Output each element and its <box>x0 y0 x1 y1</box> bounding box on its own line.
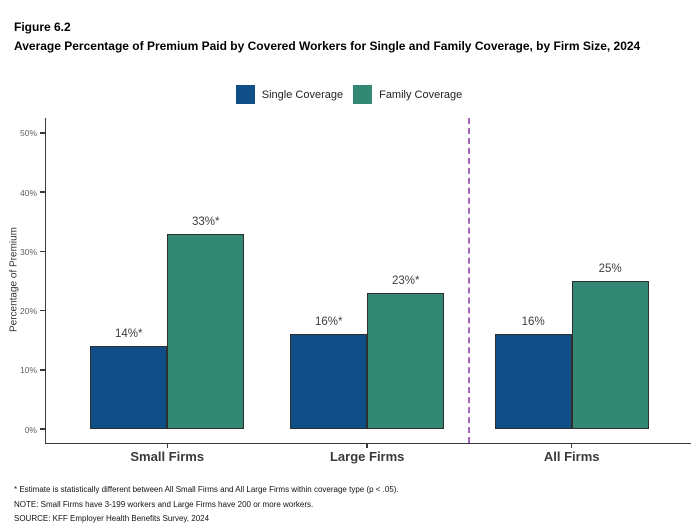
y-tick-label: 50% <box>19 128 37 139</box>
y-tick-label: 30% <box>19 246 37 257</box>
bar-all-firms-family-coverage <box>571 280 649 429</box>
legend-label: Single Coverage <box>261 88 344 101</box>
firm-size-separator-line <box>468 118 471 443</box>
legend-label: Family Coverage <box>379 88 463 101</box>
y-tick-mark <box>40 309 45 312</box>
bar-all-firms-single-coverage <box>494 334 572 429</box>
y-tick-mark <box>40 191 45 193</box>
bar-value-label: 23%* <box>391 274 420 287</box>
x-category-label-large-firms: Large Firms <box>329 449 405 464</box>
y-tick-label: 20% <box>19 306 37 317</box>
bar-small-firms-family-coverage <box>167 233 245 429</box>
bar-value-label: 33%* <box>192 215 220 228</box>
bar-large-firms-family-coverage <box>367 292 445 429</box>
figure-title: Average Percentage of Premium Paid by Co… <box>14 39 641 53</box>
x-tick-mark <box>166 443 168 448</box>
legend-item: Family Coverage <box>353 85 462 104</box>
y-tick-label: 10% <box>19 365 37 376</box>
x-tick-mark <box>570 443 573 448</box>
y-tick-mark <box>40 428 45 430</box>
footnote-line: NOTE: Small Firms have 3-199 workers and… <box>14 499 314 509</box>
bar-large-firms-single-coverage <box>290 334 368 429</box>
y-tick-mark <box>40 369 45 371</box>
x-category-label-all-firms: All Firms <box>543 449 600 464</box>
footnotes: * Estimate is statistically different be… <box>14 483 399 525</box>
figure-number: Figure 6.2 <box>14 20 71 34</box>
footnote-line: SOURCE: KFF Employer Health Benefits Sur… <box>14 514 210 523</box>
y-axis-title: Percentage of Premium <box>8 226 20 333</box>
bar-value-label: 16%* <box>314 316 343 329</box>
bar-value-label: 25% <box>598 262 622 275</box>
legend: Single Coverage Family Coverage <box>0 85 698 104</box>
plot-panel: 0% 10% 20% 30% 40% 50% 14%* 33%* Small Firms 16%*… <box>20 118 691 464</box>
bar-value-label: 14%* <box>115 328 143 341</box>
bar-small-firms-single-coverage <box>90 346 168 429</box>
y-tick-label: 0% <box>24 424 37 435</box>
x-tick-mark <box>366 443 368 448</box>
bar-value-label: 16% <box>521 316 545 329</box>
footnote-line: * Estimate is statistically different be… <box>14 485 399 494</box>
y-tick-mark <box>40 132 45 134</box>
y-tick-mark <box>40 250 45 253</box>
x-category-label-small-firms: Small Firms <box>130 449 205 464</box>
legend-swatch-icon <box>353 85 373 104</box>
legend-swatch-icon <box>235 85 255 104</box>
y-tick-label: 40% <box>19 187 37 198</box>
title-block: Figure 6.2 Average Percentage of Premium… <box>14 18 676 56</box>
legend-item: Single Coverage <box>235 85 344 104</box>
